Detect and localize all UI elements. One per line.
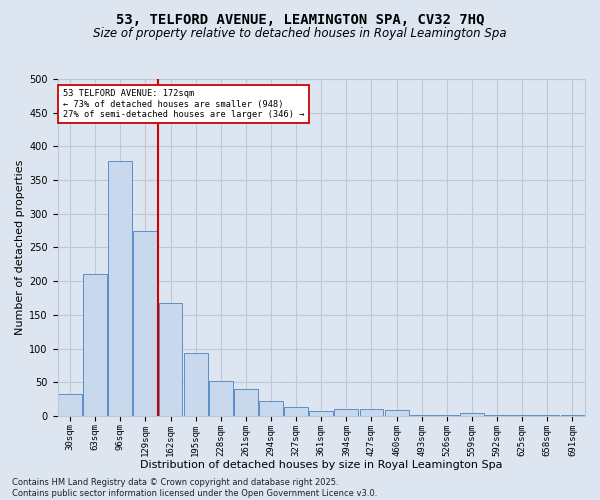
- Bar: [460, 412, 484, 416]
- Bar: [310, 410, 333, 416]
- Bar: [83, 274, 107, 416]
- Bar: [410, 414, 434, 416]
- Text: Contains HM Land Registry data © Crown copyright and database right 2025.
Contai: Contains HM Land Registry data © Crown c…: [12, 478, 377, 498]
- Bar: [184, 354, 208, 416]
- Bar: [435, 414, 459, 416]
- Bar: [560, 414, 584, 416]
- Bar: [259, 401, 283, 416]
- Text: 53 TELFORD AVENUE: 172sqm
← 73% of detached houses are smaller (948)
27% of semi: 53 TELFORD AVENUE: 172sqm ← 73% of detac…: [63, 89, 304, 119]
- Bar: [209, 381, 233, 416]
- Bar: [535, 414, 559, 416]
- X-axis label: Distribution of detached houses by size in Royal Leamington Spa: Distribution of detached houses by size …: [140, 460, 503, 470]
- Bar: [58, 394, 82, 416]
- Y-axis label: Number of detached properties: Number of detached properties: [15, 160, 25, 335]
- Bar: [133, 230, 157, 416]
- Text: 53, TELFORD AVENUE, LEAMINGTON SPA, CV32 7HQ: 53, TELFORD AVENUE, LEAMINGTON SPA, CV32…: [116, 12, 484, 26]
- Text: Size of property relative to detached houses in Royal Leamington Spa: Size of property relative to detached ho…: [93, 28, 507, 40]
- Bar: [334, 408, 358, 416]
- Bar: [234, 389, 258, 416]
- Bar: [158, 302, 182, 416]
- Bar: [109, 161, 132, 416]
- Bar: [359, 408, 383, 416]
- Bar: [385, 410, 409, 416]
- Bar: [284, 407, 308, 416]
